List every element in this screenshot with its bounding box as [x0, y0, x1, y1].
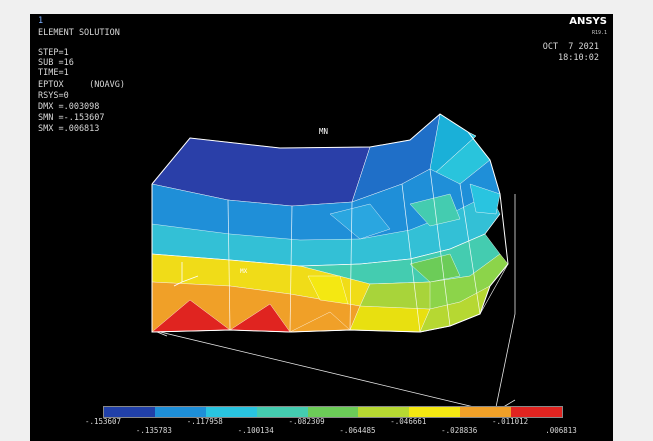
- info-result-item: EPTOX (NOAVG): [38, 80, 125, 90]
- info-rsys: RSYS=0: [38, 91, 69, 101]
- deformed-outline: [151, 113, 509, 333]
- time-label: 18:10:02: [558, 53, 599, 63]
- legend-value-upper: -.046661: [390, 417, 427, 426]
- legend-swatch-4: [256, 407, 308, 417]
- window-number: 1: [38, 16, 44, 26]
- legend-value-lower: -.064485: [339, 426, 376, 435]
- min-marker-label: MN: [319, 127, 329, 136]
- axis-triad: [173, 262, 199, 287]
- legend-swatch-6: [358, 407, 410, 417]
- legend-value-upper: -.117958: [186, 417, 223, 426]
- graphics-viewport[interactable]: 1 ELEMENT SOLUTION STEP=1 SUB =16 TIME=1…: [30, 14, 613, 441]
- info-substep: SUB =16: [38, 58, 74, 68]
- legend-swatch-2: [154, 407, 206, 417]
- info-dmx: DMX =.003098: [38, 102, 100, 112]
- legend-value-upper: -.011012: [492, 417, 529, 426]
- legend-value-lower: -.135783: [135, 426, 172, 435]
- legend-swatch-1: [104, 407, 155, 417]
- legend-swatch-9: [511, 407, 563, 417]
- ansys-logo: ANSYS: [569, 16, 607, 27]
- info-smx: SMX =.006813: [38, 124, 100, 134]
- legend-value-upper: -.082309: [288, 417, 325, 426]
- legend-value-lower: .006813: [545, 426, 577, 435]
- legend-value-lower: -.100134: [237, 426, 274, 435]
- legend-value-upper: -.153607: [84, 417, 122, 426]
- legend-swatch-8: [460, 407, 512, 417]
- legend-swatch-7: [409, 407, 461, 417]
- version-label: R19.1: [591, 30, 607, 36]
- legend-value-lower: -.028836: [441, 426, 478, 435]
- info-time: TIME=1: [38, 68, 69, 78]
- plot-title: ELEMENT SOLUTION: [38, 28, 120, 38]
- max-marker-label: MX: [240, 268, 248, 275]
- legend-swatch-5: [307, 407, 359, 417]
- info-step: STEP=1: [38, 48, 69, 58]
- contour-legend: [103, 406, 563, 418]
- fe-model-plot[interactable]: [30, 14, 613, 441]
- date-label: OCT 7 2021: [542, 42, 599, 52]
- legend-swatch-3: [205, 407, 257, 417]
- info-smn: SMN =-.153607: [38, 113, 105, 123]
- lower-band: [151, 253, 491, 333]
